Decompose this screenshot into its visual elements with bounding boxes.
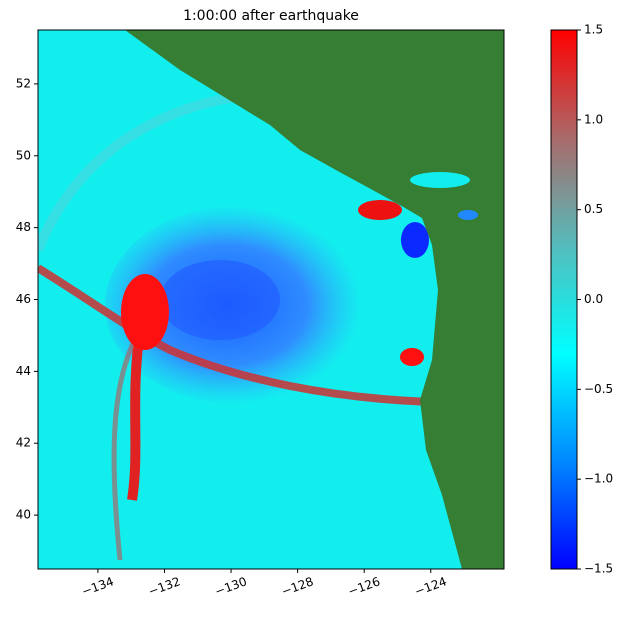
colorbar-tick-label: −0.5: [584, 382, 613, 396]
colorbar-tick-label: 0.0: [584, 292, 603, 306]
y-tick-label: 52: [16, 76, 31, 90]
x-tick-label: −128: [280, 574, 316, 598]
x-tick-label: −132: [146, 574, 182, 598]
y-tick-label: 50: [16, 148, 31, 162]
x-tick-label: −126: [346, 574, 382, 598]
x-tick-label: −130: [213, 574, 249, 598]
y-tick-label: 46: [16, 292, 31, 306]
colorbar-tick-label: −1.5: [584, 562, 613, 576]
colorbar-tick-label: 1.5: [584, 23, 603, 37]
colorbar-tick-label: −1.0: [584, 472, 613, 486]
map-field: [38, 30, 504, 569]
y-tick-label: 42: [16, 436, 31, 450]
chart-title: 1:00:00 after earthquake: [183, 8, 359, 24]
y-tick-label: 40: [16, 508, 31, 522]
colorbar: [550, 29, 578, 570]
x-tick-label: −134: [80, 574, 116, 598]
x-tick-label: −124: [413, 574, 449, 598]
y-tick-label: 48: [16, 220, 31, 234]
colorbar-tick-label: 1.0: [584, 112, 603, 126]
y-tick-label: 44: [16, 364, 31, 378]
colorbar-tick-label: 0.5: [584, 202, 603, 216]
